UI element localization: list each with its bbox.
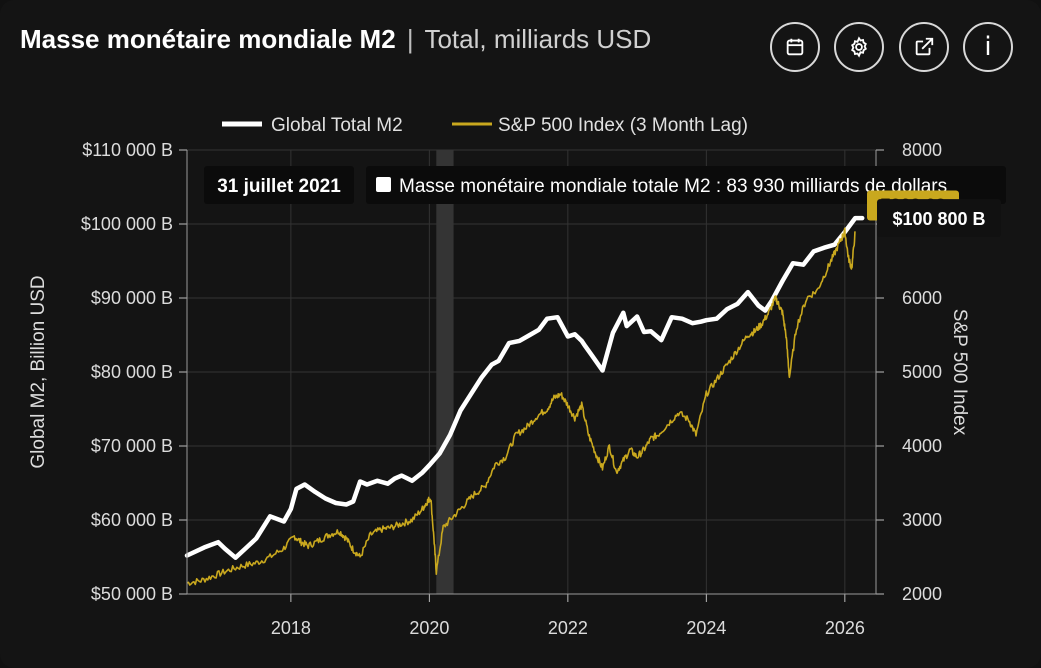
y-tick-label: $110 000 B bbox=[82, 140, 173, 160]
x-tick-label: 2020 bbox=[409, 618, 449, 638]
info-button[interactable]: i bbox=[963, 22, 1013, 72]
tooltip-date-box bbox=[204, 166, 354, 204]
y2-tick-label: 2000 bbox=[902, 584, 942, 604]
y2-axis-title: S&P 500 Index bbox=[949, 309, 970, 436]
legend-label-global-m2: Global Total M2 bbox=[271, 115, 403, 136]
x-tick-label: 2024 bbox=[686, 618, 726, 638]
y2-tick-label: 8000 bbox=[902, 140, 942, 160]
y2-tick-label: 3000 bbox=[902, 510, 942, 530]
external-link-icon bbox=[915, 37, 934, 56]
chart-subtitle: Total, milliards USD bbox=[424, 24, 652, 54]
title-separator: | bbox=[406, 24, 414, 54]
calendar-button[interactable] bbox=[770, 22, 820, 72]
x-tick-label: 2022 bbox=[548, 618, 588, 638]
y-tick-label: $50 000 B bbox=[91, 584, 173, 604]
calendar-icon bbox=[786, 38, 804, 56]
y-tick-label: $90 000 B bbox=[91, 288, 173, 308]
tooltip-value-box bbox=[366, 166, 1006, 204]
m2-last-value-badge bbox=[877, 199, 1001, 238]
m2-last-value: $100 800 B bbox=[892, 209, 985, 229]
y-tick-label: $80 000 B bbox=[91, 362, 173, 382]
tooltip-text: Masse monétaire mondiale totale M2 : 83 … bbox=[399, 176, 947, 197]
chart-title: Masse monétaire mondiale M2 bbox=[20, 24, 396, 54]
y-tick-label: $70 000 B bbox=[91, 436, 173, 456]
y-tick-label: $100 000 B bbox=[81, 214, 173, 234]
x-tick-label: 2018 bbox=[271, 618, 311, 638]
x-tick-label: 2026 bbox=[825, 618, 865, 638]
series-line-sp500 bbox=[186, 227, 856, 586]
y2-tick-label: 5000 bbox=[902, 362, 942, 382]
y2-tick-label: 4000 bbox=[902, 436, 942, 456]
y-axis-title: Global M2, Billion USD bbox=[28, 275, 49, 468]
tooltip-date: 31 juillet 2021 bbox=[217, 176, 341, 197]
share-button[interactable] bbox=[899, 22, 949, 72]
gear-icon bbox=[851, 36, 867, 58]
settings-button[interactable] bbox=[834, 22, 884, 72]
tooltip-swatch bbox=[376, 177, 391, 192]
series-line-global-m2 bbox=[184, 215, 865, 560]
chart-title-row: Masse monétaire mondiale M2 | Total, mil… bbox=[20, 22, 651, 56]
y2-tick-label: 6000 bbox=[902, 288, 942, 308]
info-icon: i bbox=[984, 32, 992, 62]
legend-label-sp500: S&P 500 Index (3 Month Lag) bbox=[498, 115, 748, 136]
y-tick-label: $60 000 B bbox=[91, 510, 173, 530]
